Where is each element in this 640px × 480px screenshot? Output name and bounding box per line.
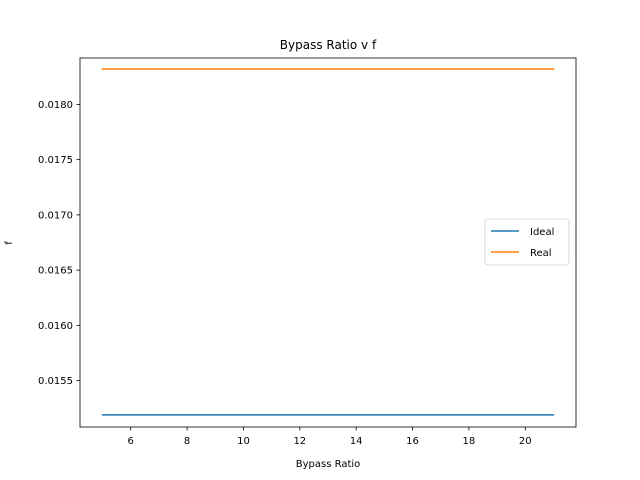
x-tick-label: 6 <box>128 436 134 447</box>
axes-frame <box>79 57 577 428</box>
x-axis-label: Bypass Ratio <box>296 459 361 470</box>
x-tick-label: 10 <box>237 436 250 447</box>
x-tick-label: 20 <box>519 436 532 447</box>
x-tick-label: 18 <box>463 436 476 447</box>
y-axis-label: f <box>4 241 15 245</box>
y-tick-label: 0.0165 <box>38 266 73 277</box>
x-tick-label: 14 <box>350 436 363 447</box>
y-tick-label: 0.0160 <box>38 321 73 332</box>
legend-label-ideal: Ideal <box>530 227 554 238</box>
y-tick-label: 0.0180 <box>38 100 73 111</box>
chart-title: Bypass Ratio v f <box>280 38 377 52</box>
y-tick-label: 0.0170 <box>38 210 73 221</box>
x-tick-label: 12 <box>293 436 306 447</box>
plot-area: 6 8 10 12 14 16 18 20 0.0155 0.0160 0.0165 0.0170 0.… <box>38 57 577 447</box>
x-tick-label: 8 <box>184 436 190 447</box>
legend-label-real: Real <box>530 248 552 259</box>
legend: Ideal Real <box>484 218 570 266</box>
x-tick-label: 16 <box>406 436 419 447</box>
y-tick-label: 0.0155 <box>38 376 73 387</box>
legend-box <box>484 218 570 266</box>
y-tick-label: 0.0175 <box>38 155 73 166</box>
